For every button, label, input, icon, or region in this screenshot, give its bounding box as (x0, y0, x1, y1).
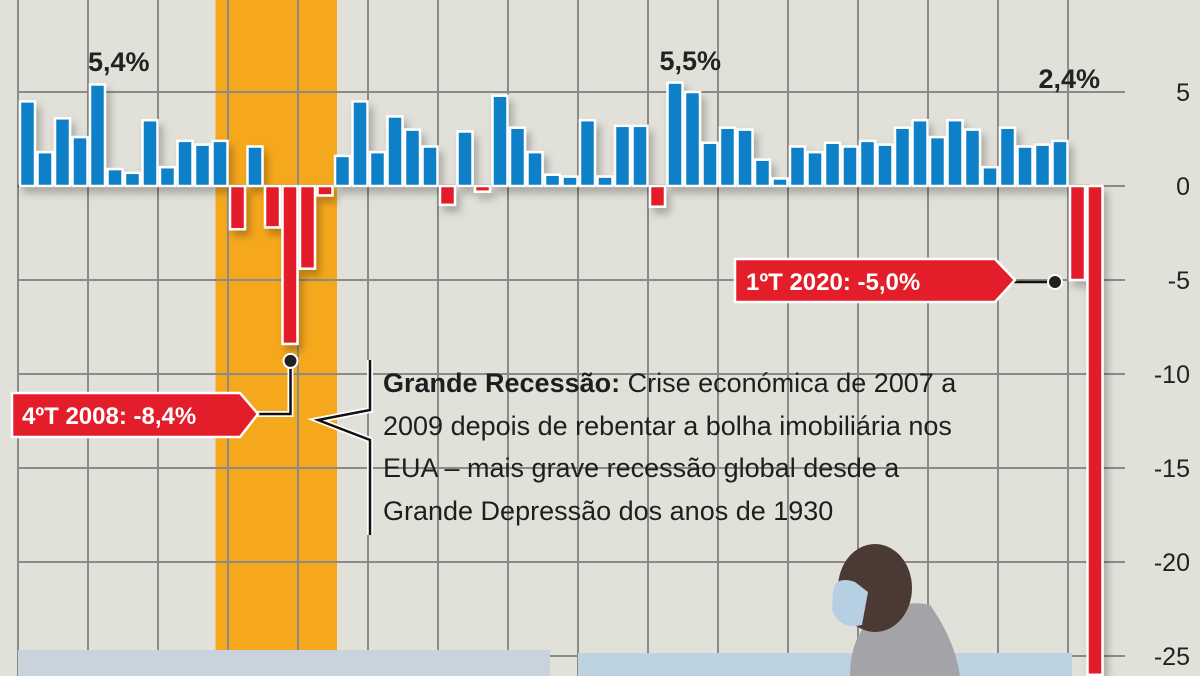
bar-2015Q4 (771, 177, 789, 188)
background-photo (18, 544, 1072, 676)
bar-2007Q4 (211, 139, 229, 188)
bar-2012Q4 (561, 175, 579, 188)
bar-2005Q1 (18, 100, 37, 188)
bars (18, 81, 1104, 676)
callout-box (733, 257, 1017, 304)
callout-dot (1047, 274, 1063, 290)
y-tick-label: -25 (1154, 643, 1190, 671)
bar-2005Q2 (36, 150, 54, 188)
y-tick-label: -5 (1168, 267, 1190, 295)
bar-2010Q4 (421, 145, 439, 188)
photo-panel-left (18, 650, 550, 676)
callout-label: 1ºT 2020: -5,0% (746, 269, 920, 296)
bar-2009Q4 (351, 100, 369, 188)
y-tick-label: -10 (1154, 361, 1190, 389)
bar-2010Q1 (368, 150, 387, 188)
bar-2014Q3 (683, 90, 702, 188)
callout-dot (282, 352, 299, 369)
bar-2019Q1 (998, 126, 1017, 188)
bar-2016Q3 (823, 141, 842, 188)
bar-2015Q2 (736, 128, 754, 188)
bar-2007Q3 (193, 143, 212, 188)
bar-2016Q2 (806, 150, 824, 188)
bar-2013Q4 (631, 124, 649, 188)
bar-2012Q2 (526, 150, 544, 188)
bar-2009Q3 (333, 154, 352, 188)
callout-box (10, 391, 260, 439)
value-label: 5,5% (659, 45, 722, 76)
bar-2011Q4 (491, 94, 509, 188)
y-tick-label: -20 (1154, 549, 1190, 577)
bar-2011Q2 (456, 130, 474, 188)
bar-2019Q3 (1033, 143, 1052, 188)
bar-2013Q1 (578, 118, 597, 188)
callouts: 4ºT 2008: -8,4% 1ºT 2020: -5,0% (10, 257, 1063, 439)
bar-2017Q1 (858, 139, 877, 188)
bar-2016Q4 (841, 145, 859, 188)
recession-band-rect (215, 0, 337, 676)
bar-2017Q3 (893, 126, 912, 188)
bar-2011Q3 (473, 184, 492, 193)
value-label: 2,4% (1038, 63, 1101, 94)
bar-2014Q2 (666, 81, 684, 188)
bar-2018Q2 (946, 118, 964, 188)
bar-2006Q3 (123, 171, 142, 188)
bar-2010Q2 (386, 115, 404, 188)
person-mask (832, 579, 868, 626)
bar-2015Q3 (753, 158, 772, 188)
bar-2006Q1 (88, 83, 107, 188)
grid-lines (17, 0, 1125, 676)
bar-2005Q4 (71, 135, 89, 188)
bar-2008Q3 (263, 184, 282, 229)
bar-2018Q3 (963, 128, 982, 188)
annotation-body: Crise económica de 2007 a 2009 depois de… (383, 368, 957, 526)
bar-2015Q1 (718, 126, 737, 188)
bar-2012Q1 (508, 126, 527, 188)
bar-2013Q2 (596, 175, 614, 188)
bar-2012Q3 (543, 173, 562, 188)
bar-2020Q2 (1086, 184, 1104, 676)
annotation-title: Grande Recessão: (383, 368, 621, 398)
y-tick-label: 5 (1176, 79, 1190, 107)
bar-2018Q1 (928, 135, 947, 188)
callout-connector (250, 360, 292, 416)
bar-2018Q4 (981, 165, 999, 188)
bar-2019Q4 (1051, 139, 1069, 188)
bar-2017Q4 (911, 118, 929, 188)
bar-2019Q2 (1016, 145, 1034, 188)
bar-2014Q4 (701, 141, 719, 188)
bar-2007Q1 (158, 165, 177, 188)
bar-2009Q1 (298, 184, 317, 270)
bar-2011Q1 (438, 184, 457, 207)
annotation-bracket (307, 360, 373, 535)
recession-annotation: Grande Recessão: Crise económica de 2007… (383, 362, 983, 532)
photo-panel-right (578, 653, 1072, 676)
bar-2010Q3 (403, 128, 422, 188)
bar-2005Q3 (53, 117, 72, 188)
recession-band (215, 0, 337, 676)
bar-2007Q2 (176, 139, 194, 188)
bar-2016Q1 (788, 145, 807, 188)
bar-2008Q2 (246, 145, 264, 188)
bar-2006Q4 (141, 118, 159, 188)
bar-2009Q2 (316, 184, 334, 197)
bar-2017Q2 (876, 143, 894, 188)
bar-2008Q1 (228, 184, 247, 231)
y-tick-label: 0 (1176, 173, 1190, 201)
bar-2020Q1 (1068, 184, 1087, 282)
value-label: 5,4% (88, 47, 150, 78)
bar-2013Q3 (613, 124, 632, 188)
bar-2006Q2 (106, 167, 124, 188)
callout-label: 4ºT 2008: -8,4% (22, 403, 196, 430)
y-tick-label: -15 (1154, 455, 1190, 483)
bar-2008Q4 (281, 184, 299, 346)
bar-2014Q1 (648, 184, 667, 208)
y-axis-ticks: 5 0 -5 -10 -15 -20 -25 (1154, 79, 1190, 671)
